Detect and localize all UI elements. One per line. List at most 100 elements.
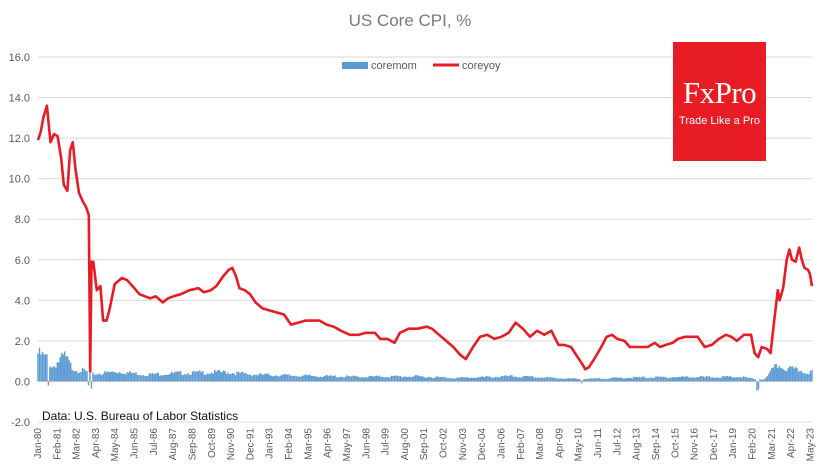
x-tick-label: Aug-13 bbox=[632, 428, 643, 461]
coremom-bar bbox=[254, 374, 256, 382]
coremom-bar bbox=[375, 375, 378, 382]
x-tick-label: Aug-00 bbox=[400, 428, 411, 461]
coremom-bar bbox=[200, 372, 203, 382]
coremom-bar bbox=[435, 376, 437, 382]
coremom-bar bbox=[365, 377, 367, 382]
coremom-bar bbox=[294, 375, 296, 382]
coremom-bar bbox=[477, 377, 479, 382]
x-tick-label: Mar-95 bbox=[303, 428, 314, 460]
coremom-bar bbox=[624, 378, 626, 382]
coremom-bar bbox=[592, 378, 595, 382]
coremom-bar bbox=[163, 374, 165, 382]
coremom-bar bbox=[622, 378, 624, 382]
coremom-bar bbox=[619, 377, 622, 382]
coremom-bar bbox=[64, 351, 66, 382]
x-tick-label: Jul-86 bbox=[149, 428, 160, 456]
coremom-bar bbox=[392, 375, 394, 382]
coremom-bar bbox=[135, 372, 137, 382]
coremom-bar bbox=[580, 381, 583, 384]
coremom-bar bbox=[627, 378, 629, 382]
coremom-bar bbox=[796, 368, 798, 382]
coremom-bar bbox=[637, 377, 639, 382]
x-tick-label: Feb-94 bbox=[284, 428, 295, 460]
coremom-bar bbox=[368, 375, 370, 382]
coremom-bar bbox=[263, 374, 265, 382]
coremom-bar bbox=[312, 375, 314, 382]
coremom-bar bbox=[750, 377, 752, 382]
coremom-bar bbox=[723, 376, 726, 382]
x-tick-label: Nov-03 bbox=[458, 428, 469, 461]
coremom-bar bbox=[488, 376, 491, 382]
coremom-bar bbox=[234, 375, 237, 382]
coremom-bar bbox=[725, 376, 727, 382]
coremom-bar bbox=[350, 376, 353, 382]
coremom-bar bbox=[251, 376, 253, 382]
x-tick-label: Jul-99 bbox=[381, 428, 392, 456]
coremom-bar bbox=[606, 378, 608, 382]
coremom-bar bbox=[560, 378, 562, 382]
coremom-bar bbox=[309, 374, 311, 382]
coremom-bar bbox=[422, 376, 424, 382]
coremom-bar bbox=[252, 374, 255, 382]
coremom-bar bbox=[591, 378, 593, 382]
coremom-bar bbox=[283, 374, 286, 382]
coremom-bar bbox=[349, 376, 351, 382]
coremom-bar bbox=[479, 376, 482, 382]
coremom-bar bbox=[355, 376, 357, 382]
coremom-bar bbox=[425, 377, 427, 382]
coremom-bar bbox=[805, 373, 807, 382]
coremom-bar bbox=[442, 377, 445, 382]
coremom-bar bbox=[799, 370, 801, 382]
coreyoy-line-group bbox=[36, 104, 814, 373]
y-tick-label: -2.0 bbox=[11, 417, 30, 429]
coremom-bar bbox=[772, 367, 775, 382]
coremom-bar bbox=[689, 377, 691, 382]
coremom-bar bbox=[686, 376, 688, 382]
coremom-bar bbox=[658, 376, 660, 382]
coremom-bar bbox=[225, 374, 228, 382]
coremom-bar bbox=[554, 377, 556, 382]
coremom-bar bbox=[496, 376, 498, 382]
coremom-bar bbox=[297, 376, 299, 382]
coremom-bar bbox=[439, 377, 442, 382]
coremom-bar bbox=[494, 377, 497, 382]
coremom-bar bbox=[811, 370, 813, 382]
coremom-bar bbox=[255, 374, 258, 382]
coremom-bar bbox=[325, 374, 327, 382]
coremom-bar bbox=[269, 375, 271, 382]
coremom-bar bbox=[78, 372, 81, 382]
coremom-bar bbox=[243, 373, 246, 382]
x-tick-label: Nov-90 bbox=[226, 428, 237, 461]
coremom-bar bbox=[487, 376, 489, 382]
coremom-bar bbox=[159, 375, 161, 382]
coremom-bar bbox=[274, 375, 277, 382]
coremom-bar bbox=[423, 377, 425, 382]
coremom-bar bbox=[505, 375, 507, 382]
coremom-bar bbox=[459, 377, 461, 382]
coremom-bar bbox=[646, 378, 648, 382]
coremom-bar bbox=[178, 371, 180, 382]
coremom-bar bbox=[775, 364, 777, 382]
coremom-bar bbox=[631, 378, 633, 382]
coremom-bar bbox=[56, 362, 59, 382]
coremom-bar bbox=[695, 377, 697, 382]
coremom-bar bbox=[179, 371, 182, 382]
coremom-bar bbox=[148, 373, 151, 382]
coremom-bar bbox=[463, 377, 466, 382]
coremom-bar bbox=[667, 378, 669, 382]
x-tick-label: Feb-81 bbox=[52, 428, 63, 460]
coremom-bar bbox=[371, 376, 373, 382]
coremom-bar bbox=[249, 374, 252, 382]
coremom-bar bbox=[398, 376, 400, 382]
coremom-bar bbox=[794, 366, 797, 382]
coremom-bar bbox=[292, 375, 295, 382]
coremom-bar bbox=[662, 376, 665, 382]
coremom-bar bbox=[748, 377, 751, 382]
coremom-bar bbox=[105, 372, 108, 382]
coremom-bar bbox=[145, 376, 148, 382]
coremom-bar bbox=[264, 373, 266, 382]
coremom-bar bbox=[503, 375, 506, 382]
coremom-bar bbox=[615, 377, 617, 382]
coremom-bar bbox=[462, 377, 464, 382]
coremom-bar bbox=[136, 375, 139, 382]
